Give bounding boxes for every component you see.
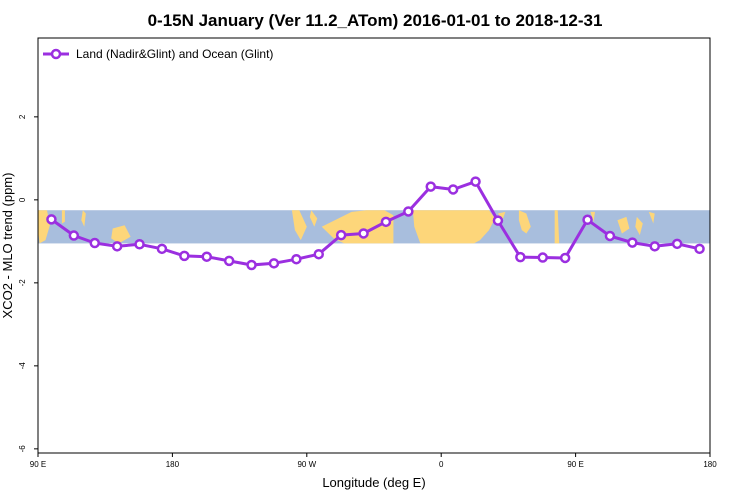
x-axis: 90 E 180 90 W 0 90 E 180 [30,453,717,469]
data-point [671,238,683,250]
data-point [46,214,57,225]
land-shape [412,210,495,244]
data-point [559,252,571,264]
data-point [111,241,123,252]
land-shape [635,216,643,236]
land-shape [309,210,318,227]
plot-frame [37,37,711,454]
legend-marker [50,48,62,60]
data-point [246,259,257,271]
data-point [89,237,100,249]
land-shape [81,210,86,227]
x-tick-label: 0 [439,460,444,469]
land-shape [497,211,506,221]
legend: Land (Nadir&Glint) and Ocean (Glint) [43,47,273,61]
land-shape [617,216,630,234]
legend-label: Land (Nadir&Glint) and Ocean (Glint) [76,47,273,61]
data-point [582,214,593,226]
data-point [313,248,324,260]
data-point [694,243,705,255]
land-shape [554,210,560,244]
x-tick-label: 180 [703,460,717,469]
data-point [223,255,235,267]
data-point [649,241,660,252]
chart-title: 0-15N January (Ver 11.2_ATom) 2016-01-01… [148,11,603,30]
y-tick-label: -6 [18,445,27,453]
data-point [515,251,526,263]
land-shape [111,225,131,244]
y-tick-label: 2 [18,114,27,119]
land-shape [648,211,655,224]
data-point [268,258,280,269]
data-point [492,215,504,226]
land-shape [61,210,65,224]
data-point [335,229,347,241]
data-point [291,253,302,265]
data-point [470,176,481,187]
data-point [156,243,168,255]
data-point [627,237,638,248]
y-tick-label: -2 [18,279,27,287]
series-layer [46,176,705,271]
land-shape [291,210,307,241]
y-tick-label: -4 [18,362,27,370]
land-shape [590,211,595,222]
data-point [604,230,616,242]
y-tick-label: 0 [18,197,27,202]
data-point [403,206,414,217]
data-point [447,184,459,195]
data-point [134,239,145,250]
land-shape [518,210,531,234]
data-point [68,230,80,241]
x-axis-label: Longitude (deg E) [322,475,425,490]
data-point [380,216,392,228]
y-axis-label: XCO2 - MLO trend (ppm) [0,173,15,319]
x-tick-label: 90 E [30,460,46,469]
x-tick-label: 90 W [297,460,316,469]
data-point [425,181,436,192]
x-tick-label: 90 E [567,460,583,469]
y-axis: 2 0 -2 -4 -6 [18,114,38,452]
data-point [201,251,212,262]
data-point [179,250,190,262]
data-point [358,228,369,239]
data-point [537,252,548,263]
x-tick-label: 180 [166,460,180,469]
